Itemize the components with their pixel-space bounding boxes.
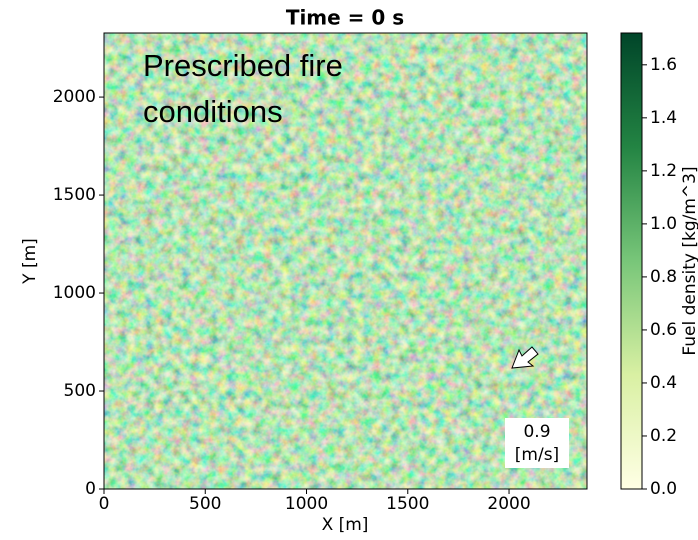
wind-unit: [m/s] [515, 445, 559, 465]
y-axis-label: Y [m] [20, 238, 40, 285]
annotation: conditions [143, 94, 283, 129]
colorbar-tick-label: 0.2 [650, 426, 677, 446]
fuel-field [104, 33, 587, 489]
x-tick-label: 1000 [285, 494, 328, 514]
colorbar-tick-label: 0.0 [650, 479, 677, 499]
colorbar-tick-label: 1.4 [650, 108, 677, 128]
y-tick-label: 1000 [53, 283, 96, 303]
x-tick-label: 0 [99, 494, 110, 514]
y-tick-label: 2000 [53, 87, 96, 107]
colorbar-tick-label: 0.8 [650, 267, 677, 287]
colorbar-tick-label: 0.4 [650, 373, 677, 393]
plot-frame [103, 32, 588, 490]
x-axis-label: X [m] [322, 515, 369, 535]
y-tick-label: 1500 [53, 185, 96, 205]
x-tick-label: 2000 [487, 494, 530, 514]
chart-title: Time = 0 s [286, 6, 404, 30]
colorbar-label: Fuel density [kg/m^3] [680, 166, 698, 355]
x-tick-label: 1500 [386, 494, 429, 514]
wind-speed: 0.9 [523, 422, 550, 442]
wind-label-box [505, 418, 569, 468]
y-tick-label: 0 [85, 479, 96, 499]
colorbar-tick-label: 1.6 [650, 55, 677, 75]
y-tick-label: 500 [64, 381, 96, 401]
colorbar-tick-label: 0.6 [650, 320, 677, 340]
colorbar-tick-label: 1.2 [650, 161, 677, 181]
colorbar [620, 32, 643, 490]
colorbar-tick-label: 1.0 [650, 214, 677, 234]
x-tick-label: 500 [189, 494, 221, 514]
wind-arrow [511, 346, 539, 369]
annotation: Prescribed fire [143, 48, 343, 83]
